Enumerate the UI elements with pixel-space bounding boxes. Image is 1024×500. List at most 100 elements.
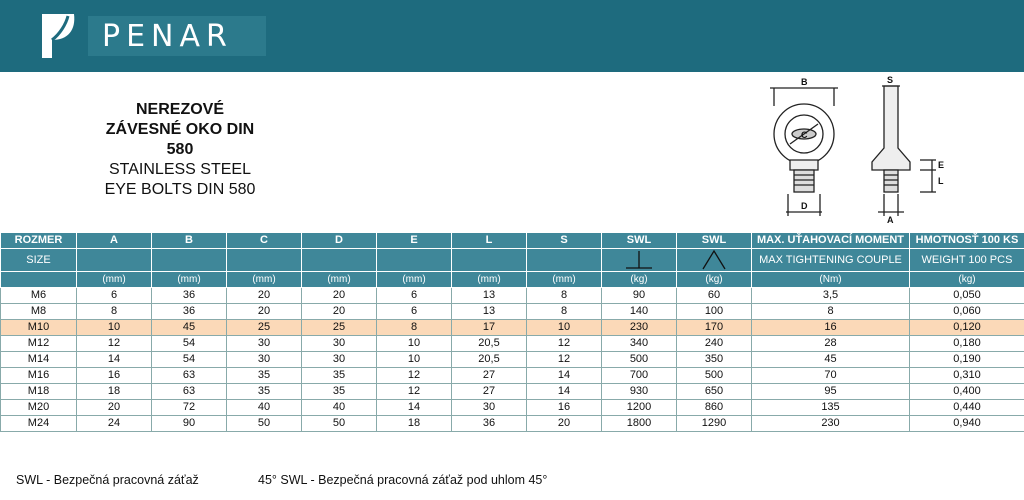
- col-header-l: L: [451, 232, 527, 249]
- table-cell: 10: [526, 319, 602, 336]
- table-cell: M8: [0, 303, 77, 320]
- table-cell: 50: [226, 415, 302, 432]
- table-cell: 930: [601, 383, 677, 400]
- table-cell: 170: [676, 319, 752, 336]
- table-cell: 0,400: [909, 383, 1024, 400]
- unit-c: (mm): [226, 271, 302, 288]
- header-row-units: (mm) (mm) (mm) (mm) (mm) (mm) (mm) (kg) …: [0, 271, 1024, 288]
- table-cell: 17: [451, 319, 527, 336]
- title-line-5: EYE BOLTS DIN 580: [104, 181, 256, 198]
- title-line-4: STAINLESS STEEL: [109, 161, 251, 178]
- table-cell: 30: [226, 351, 302, 368]
- table-cell: 16: [76, 367, 152, 384]
- table-cell: M14: [0, 351, 77, 368]
- penar-leaf-icon[interactable]: [38, 10, 78, 62]
- table-cell: 36: [151, 287, 227, 304]
- col-header-e: E: [376, 232, 452, 249]
- product-title: NEREZOVÉ ZÁVESNÉ OKO DIN 580 STAINLESS S…: [80, 100, 280, 200]
- site-header: PENAR: [0, 0, 1024, 72]
- table-cell: M12: [0, 335, 77, 352]
- col-header-d: D: [301, 232, 377, 249]
- table-cell: 90: [601, 287, 677, 304]
- footer-note-swl: SWL - Bezpečná pracovná záťaž: [16, 473, 199, 487]
- col-header-a: A: [76, 232, 152, 249]
- col-header-torque: MAX. UŤAHOVACÍ MOMENT: [751, 232, 910, 249]
- table-cell: 1290: [676, 415, 752, 432]
- table-cell: 18: [376, 415, 452, 432]
- col-subheader-weight: WEIGHT 100 PCS: [909, 248, 1024, 272]
- dim-label-s: S: [887, 76, 893, 85]
- table-cell: 18: [76, 383, 152, 400]
- table-cell: M10: [0, 319, 77, 336]
- brand-logo[interactable]: PENAR: [88, 16, 266, 56]
- table-row: M6 6 36 20 20 6 13 8 90 60 3,5 0,050: [0, 287, 1024, 304]
- table-cell: 40: [226, 399, 302, 416]
- unit-size: [0, 271, 77, 288]
- header-row-mid: SIZE MAX TIGHTENING COUPLE WEIGHT 100 PC…: [0, 248, 1024, 272]
- footer-note-swl-45: 45° SWL - Bezpečná pracovná záťaž pod uh…: [258, 473, 548, 487]
- table-cell: 40: [301, 399, 377, 416]
- table-cell: 8: [76, 303, 152, 320]
- table-cell: 14: [76, 351, 152, 368]
- table-cell: 36: [451, 415, 527, 432]
- col-header-b: B: [151, 232, 227, 249]
- table-cell: 35: [301, 383, 377, 400]
- table-cell: 45: [151, 319, 227, 336]
- table-cell: M16: [0, 367, 77, 384]
- table-cell: 6: [376, 287, 452, 304]
- table-cell: 860: [676, 399, 752, 416]
- table-cell: 60: [676, 287, 752, 304]
- table-cell: 45: [751, 351, 910, 368]
- table-cell: 8: [751, 303, 910, 320]
- dim-label-l: L: [938, 176, 944, 186]
- table-row: M24 24 90 50 50 18 36 20 1800 1290 230 0,940: [0, 415, 1024, 432]
- table-cell: 30: [301, 351, 377, 368]
- unit-l: (mm): [451, 271, 527, 288]
- table-cell: 20: [526, 415, 602, 432]
- table-cell: 1800: [601, 415, 677, 432]
- unit-weight: (kg): [909, 271, 1024, 288]
- table-cell: M18: [0, 383, 77, 400]
- table-row: M8 8 36 20 20 6 13 8 140 100 8 0,060: [0, 303, 1024, 320]
- table-cell: 6: [376, 303, 452, 320]
- table-cell: 20: [76, 399, 152, 416]
- unit-torque: (Nm): [751, 271, 910, 288]
- table-cell: 27: [451, 383, 527, 400]
- col-subheader-size: SIZE: [0, 248, 77, 272]
- table-cell: 0,050: [909, 287, 1024, 304]
- table-cell: 700: [601, 367, 677, 384]
- table-cell: 10: [376, 335, 452, 352]
- table-cell: 16: [526, 399, 602, 416]
- table-cell: 12: [526, 351, 602, 368]
- table-cell: 25: [301, 319, 377, 336]
- title-line-3: 580: [166, 141, 194, 158]
- table-cell: 70: [751, 367, 910, 384]
- table-cell: 350: [676, 351, 752, 368]
- table-cell: 230: [751, 415, 910, 432]
- table-cell: 36: [151, 303, 227, 320]
- dim-label-d: D: [801, 201, 808, 211]
- table-cell: 3,5: [751, 287, 910, 304]
- table-cell: 20: [301, 287, 377, 304]
- table-cell: 35: [226, 383, 302, 400]
- swl-angle-45-icon: [676, 248, 752, 272]
- table-cell: 8: [526, 287, 602, 304]
- unit-e: (mm): [376, 271, 452, 288]
- unit-d: (mm): [301, 271, 377, 288]
- table-cell: 20: [226, 287, 302, 304]
- title-line-2: ZÁVESNÉ OKO DIN: [105, 121, 255, 138]
- table-cell: 20,5: [451, 335, 527, 352]
- table-cell: 12: [526, 335, 602, 352]
- unit-s: (mm): [526, 271, 602, 288]
- spec-table: ROZMER A B C D E L S SWL SWL MAX. UŤAHOV…: [0, 232, 1024, 432]
- title-line-1: NEREZOVÉ: [135, 101, 224, 118]
- table-cell: 0,310: [909, 367, 1024, 384]
- table-cell: 12: [376, 367, 452, 384]
- dim-label-b: B: [801, 77, 808, 87]
- table-cell: 63: [151, 367, 227, 384]
- col-header-s: S: [526, 232, 602, 249]
- table-row: M14 14 54 30 30 10 20,5 12 500 350 45 0,190: [0, 351, 1024, 368]
- table-cell: 63: [151, 383, 227, 400]
- table-cell: 10: [376, 351, 452, 368]
- table-cell: 54: [151, 335, 227, 352]
